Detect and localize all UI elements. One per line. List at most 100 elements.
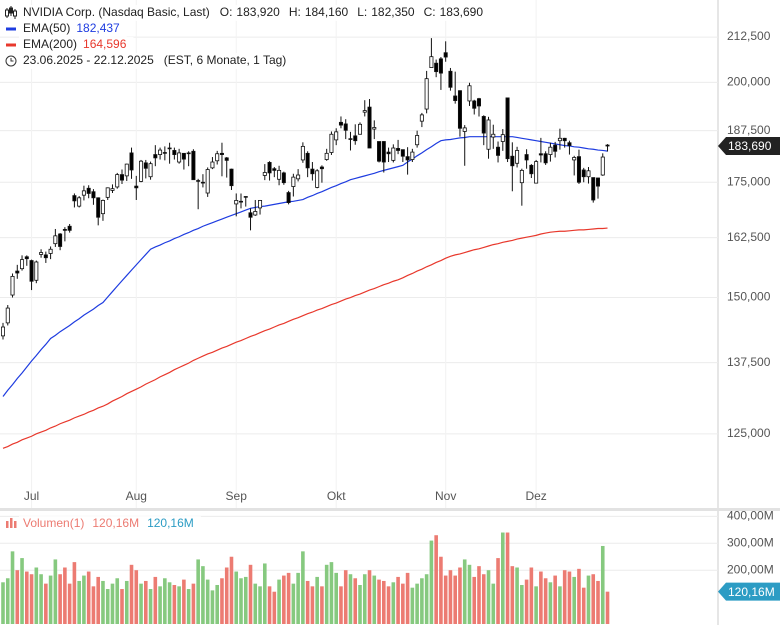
legend-value: 164,596 [83, 37, 127, 51]
candle-body [453, 95, 458, 101]
candle-body [253, 211, 258, 216]
candle-body [334, 131, 339, 141]
volume-bar [53, 559, 58, 624]
volume-bar [382, 580, 386, 624]
volume-bar [124, 580, 129, 624]
legend-title: NVIDIA Corp. (Nasdaq Basic, Last) [23, 5, 210, 19]
period-note: (EST, 6 Monate, 1 Tag) [164, 53, 287, 67]
candle-body [605, 144, 610, 147]
candle-body [39, 252, 44, 255]
candle-body [367, 106, 372, 149]
candle-body [510, 155, 515, 167]
candle-body [381, 141, 386, 163]
volume-bar [34, 567, 39, 624]
volume-bar [72, 562, 77, 624]
quote-value: 182,350 [371, 5, 415, 19]
volume-bar [263, 563, 267, 624]
candle-body [434, 62, 439, 73]
volume-bar [543, 578, 548, 624]
volume-bar [401, 583, 405, 624]
candle-body [100, 200, 105, 215]
candle-body [48, 248, 53, 254]
volume-bar [429, 540, 434, 624]
y-tick-label: 300,00M [727, 535, 774, 549]
volume-bar [520, 584, 524, 624]
x-tick-label: Sep [226, 489, 248, 503]
candle-body [353, 135, 358, 142]
volume-bar [205, 579, 210, 624]
candle-body [196, 180, 201, 182]
candle-body [234, 200, 239, 205]
volume-bar [291, 583, 296, 624]
candle-body [200, 181, 205, 184]
volume-bar [134, 570, 139, 624]
candle-body [139, 160, 144, 182]
candle-body [20, 259, 25, 270]
volume-bar [467, 564, 472, 624]
quote-label: O: [220, 5, 233, 19]
volume-bar [472, 576, 477, 624]
volume-bar [362, 574, 367, 624]
volume-bar [558, 586, 562, 624]
volume-bar [448, 570, 453, 624]
volume-bar [443, 575, 448, 624]
volume-bar [63, 567, 67, 624]
candle-body [543, 153, 548, 164]
candle-body [177, 152, 182, 163]
legend-background [19, 516, 201, 532]
volume-bar [553, 575, 557, 624]
candle-body [372, 127, 377, 130]
volume-bar [196, 559, 200, 624]
volume-bar [410, 587, 415, 624]
candle-body [548, 146, 553, 155]
legend-value: 182,437 [76, 21, 120, 35]
candle-body [305, 152, 310, 169]
volume-bar [339, 586, 343, 624]
candle-body [167, 147, 172, 150]
candle-body [519, 169, 524, 184]
volume-bar [267, 586, 272, 624]
volume-bar [458, 567, 462, 624]
volume-bar [439, 556, 443, 624]
candle-body [538, 153, 543, 156]
candle-body [67, 225, 72, 231]
candle-body [429, 56, 434, 68]
price-badge [718, 137, 780, 156]
volume-bar [567, 571, 572, 624]
volume-bar [505, 532, 510, 624]
volume-bar [77, 580, 81, 624]
volume-legend-value: 120,16M [92, 516, 139, 530]
volume-bar [210, 590, 215, 624]
volume-badge [718, 582, 780, 601]
candle-body [481, 116, 486, 134]
volume-bar [539, 571, 543, 624]
candle-body [324, 152, 329, 160]
candle-body [600, 156, 605, 176]
volume-bar [348, 574, 353, 624]
candle-body [105, 187, 110, 198]
volume-bar [510, 566, 515, 624]
volume-bar [548, 582, 553, 624]
price-badge-label: 183,690 [728, 139, 772, 153]
volume-bar [405, 572, 410, 624]
candle-body [215, 153, 220, 162]
candle-body [286, 192, 291, 204]
volume-bar [163, 578, 167, 624]
volume-bar [25, 571, 29, 624]
volume-bar [224, 567, 229, 624]
y-tick-label: 162,500 [727, 230, 771, 244]
candle-body [410, 151, 415, 160]
candle-body [357, 123, 362, 135]
quote-value: 183,690 [440, 5, 484, 19]
candle-body [329, 133, 334, 153]
volume-bar [86, 571, 91, 624]
volume-bar [329, 562, 334, 624]
clock-hands [10, 58, 14, 62]
volume-bar [286, 572, 291, 624]
candle-body [472, 100, 477, 109]
y-tick-label: 187,500 [727, 123, 771, 137]
volume-bar [258, 586, 262, 624]
candle-body [396, 148, 401, 151]
candle-body [134, 185, 139, 189]
